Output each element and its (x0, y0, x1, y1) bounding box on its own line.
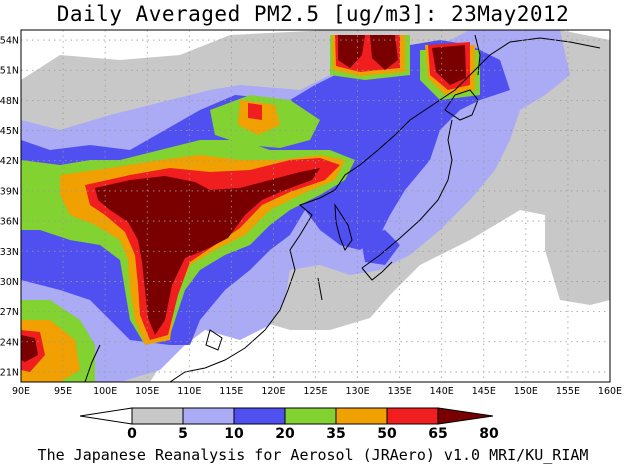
longitude-label: 115E (219, 386, 243, 397)
longitude-label: 90E (12, 386, 30, 397)
latitude-label: 51N (0, 66, 19, 77)
latitude-label: 27N (0, 307, 19, 318)
colorbar-label: 35 (326, 426, 345, 442)
colorbar-segment (182, 407, 235, 425)
longitude-label: 160E (598, 386, 622, 397)
latitude-label: 42N (0, 156, 19, 167)
longitude-labels: 90E 95E 100E 105E 110E 115E 120E 125E 130E 135E 14… (12, 386, 622, 397)
colorbar-over-triangle (437, 407, 494, 425)
longitude-label: 140E (430, 386, 454, 397)
colorbar-segment (233, 407, 286, 425)
longitude-label: 105E (135, 386, 159, 397)
colorbar-segment (131, 407, 184, 425)
latitude-label: 45N (0, 126, 19, 137)
colorbar-under-triangle (79, 407, 133, 425)
colorbar-label: 65 (428, 426, 447, 442)
latitude-label: 54N (0, 36, 19, 47)
colorbar-label: 5 (178, 426, 188, 442)
longitude-label: 155E (556, 386, 580, 397)
latitude-label: 39N (0, 186, 19, 197)
latitude-label: 21N (0, 367, 19, 378)
coastlines (84, 34, 601, 382)
colorbar-label: 80 (479, 426, 499, 442)
longitude-label: 100E (93, 386, 117, 397)
latitude-label: 48N (0, 96, 19, 107)
latitude-labels: 21N 24N 27N 30N 33N 36N 39N 42N 45N 48N 51N 54N (0, 36, 19, 379)
level-80-plus-area (21, 35, 466, 362)
longitude-label: 145E (472, 386, 496, 397)
colorbar-label: 50 (377, 426, 397, 442)
colorbar-label: 10 (224, 426, 244, 442)
longitude-label: 130E (346, 386, 370, 397)
footer-credit: The Japanese Reanalysis for Aerosol (JRA… (37, 446, 589, 464)
longitude-label: 125E (303, 386, 327, 397)
longitude-label: 95E (54, 386, 72, 397)
latitude-label: 30N (0, 277, 19, 288)
longitude-label: 120E (261, 386, 285, 397)
colorbar-segment (335, 407, 388, 425)
latitude-label: 24N (0, 337, 19, 348)
gridlines (21, 30, 610, 382)
longitude-label: 150E (514, 386, 538, 397)
colorbar-label: 20 (275, 426, 295, 442)
latitude-label: 33N (0, 247, 19, 258)
concentration-field (21, 30, 610, 382)
colorbar-label: 0 (127, 426, 137, 442)
map-frame (20, 29, 611, 383)
longitude-label: 110E (177, 386, 201, 397)
longitude-label: 135E (388, 386, 412, 397)
map-title: Daily Averaged PM2.5 [ug/m3]: 23May2012 (56, 2, 570, 26)
colorbar-segment (386, 407, 439, 425)
colorbar-segment (284, 407, 337, 425)
latitude-label: 36N (0, 217, 19, 228)
